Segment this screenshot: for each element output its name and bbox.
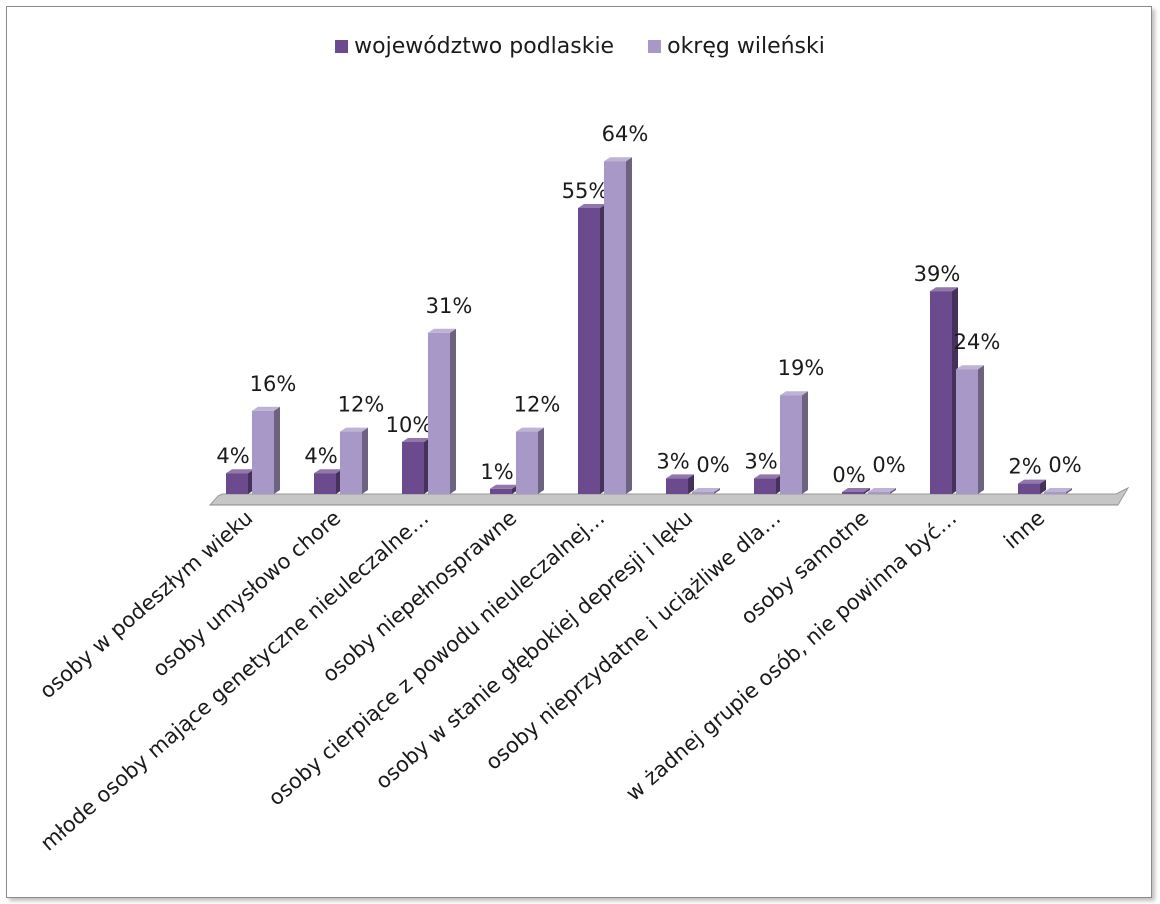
- data-label-1-4: 1%: [480, 460, 513, 484]
- legend-label-series-2: okręg wileński: [667, 34, 825, 59]
- bar-2-4: [516, 427, 544, 494]
- bar-1-7: [754, 474, 782, 494]
- legend-item-series-2: okręg wileński: [648, 34, 825, 59]
- data-label-1-3: 10%: [386, 413, 433, 437]
- data-label-1-7: 3%: [744, 449, 777, 473]
- category-label-5: osoby cierpiące z powodu nieuleczalnej…: [264, 506, 609, 811]
- data-label-2-2: 12%: [338, 393, 385, 417]
- data-label-1-2: 4%: [304, 444, 337, 468]
- data-label-1-8: 0%: [832, 463, 865, 487]
- data-label-1-10: 2%: [1008, 455, 1041, 479]
- bar-1-3: [402, 438, 430, 494]
- bar-2-9: [956, 365, 984, 494]
- bar-2-2: [340, 427, 368, 494]
- data-label-2-9: 24%: [954, 330, 1001, 354]
- data-label-2-7: 19%: [778, 356, 825, 380]
- legend-label-series-1: województwo podlaskie: [354, 34, 615, 59]
- bar-1-6: [666, 474, 694, 494]
- bar-1-1: [226, 469, 254, 494]
- legend-swatch-series-2: [648, 40, 662, 53]
- bar-2-3: [428, 328, 456, 494]
- chart-legend: województwo podlaskie okręg wileński: [0, 34, 1160, 59]
- data-label-2-6: 0%: [696, 453, 729, 477]
- legend-item-series-1: województwo podlaskie: [335, 34, 614, 59]
- bar-1-4: [490, 484, 518, 494]
- data-label-2-4: 12%: [514, 393, 561, 417]
- category-label-9: w żadnej grupie osób, nie powinna być…: [621, 506, 961, 806]
- bar-1-2: [314, 469, 342, 494]
- bar-2-7: [780, 391, 808, 494]
- bar-1-9: [930, 287, 958, 494]
- category-label-3: młode osoby mające genetyczne nieuleczal…: [36, 506, 433, 856]
- bar-2-5: [604, 157, 632, 494]
- bar-1-10: [1018, 479, 1046, 494]
- category-label-10: inne: [999, 506, 1049, 554]
- bar-2-8: [868, 488, 896, 494]
- category-label-6: osoby w stanie głębokiej depresji i lęku: [371, 506, 697, 794]
- data-label-2-3: 31%: [426, 294, 473, 318]
- data-label-1-9: 39%: [914, 262, 961, 286]
- bar-2-10: [1044, 488, 1072, 494]
- legend-swatch-series-1: [335, 40, 349, 53]
- bar-2-1: [252, 406, 280, 494]
- bar-1-5: [578, 204, 606, 494]
- data-label-2-1: 16%: [250, 372, 297, 396]
- data-label-2-5: 64%: [602, 122, 649, 146]
- data-label-1-1: 4%: [216, 444, 249, 468]
- bar-1-8: [842, 488, 870, 494]
- data-label-2-8: 0%: [872, 453, 905, 477]
- bar-2-6: [692, 488, 720, 494]
- data-label-1-5: 55%: [562, 179, 609, 203]
- data-label-2-10: 0%: [1048, 453, 1081, 477]
- data-label-1-6: 3%: [656, 449, 689, 473]
